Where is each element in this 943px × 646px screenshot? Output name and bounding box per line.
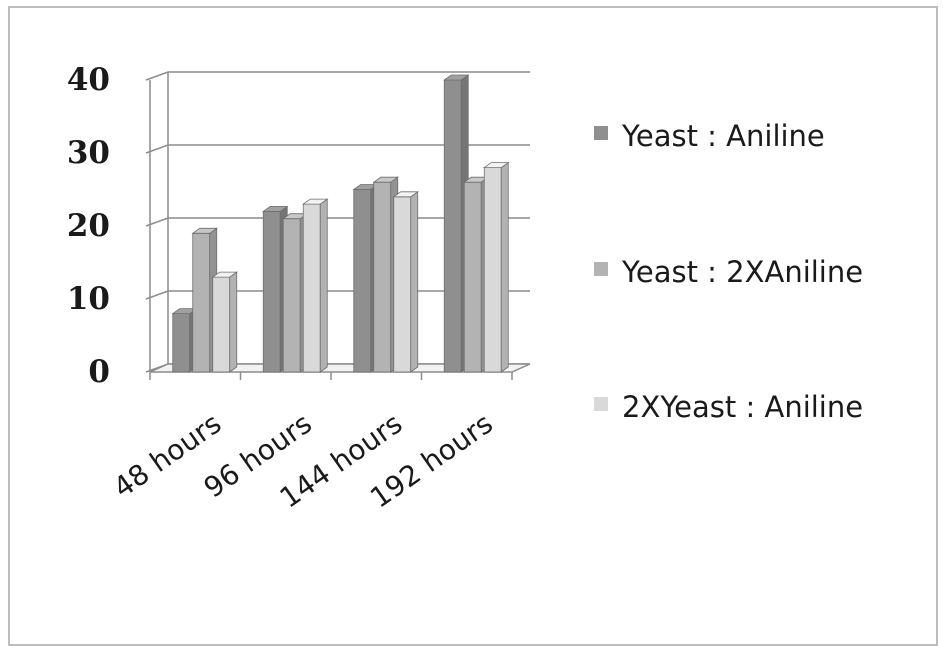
legend-swatch (594, 262, 608, 276)
bars (173, 75, 509, 372)
bar (303, 199, 327, 372)
legend-swatch (594, 397, 608, 411)
y-axis: 0 10 20 30 40 (67, 62, 110, 390)
legend-label: Yeast : 2XAniline (621, 255, 863, 289)
bar (394, 192, 418, 372)
y-tick-label: 10 (67, 281, 110, 317)
gridline (146, 145, 530, 153)
y-tick-label: 30 (67, 135, 110, 171)
y-tick-label: 0 (88, 354, 110, 390)
legend-swatch (594, 126, 608, 140)
bar (484, 163, 508, 372)
gridline (146, 72, 530, 80)
bar (213, 272, 237, 372)
legend-label: Yeast : Aniline (621, 119, 825, 153)
legend-label: 2XYeast : Aniline (622, 390, 863, 424)
legend: Yeast : Aniline Yeast : 2XAniline 2XYeast … (594, 119, 863, 424)
y-tick-label: 40 (67, 62, 110, 98)
y-tick-label: 20 (67, 208, 110, 244)
